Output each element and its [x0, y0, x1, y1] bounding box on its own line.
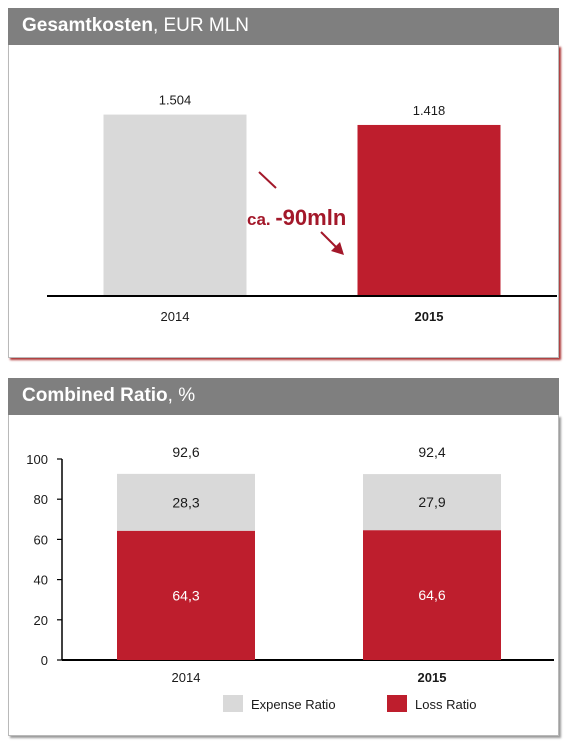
- legend-swatch: [387, 695, 407, 712]
- ratio-chart-area: 0 20 40 60 80 100 64,3 28,3 92,6 2014 64,6 27,9 92,…: [8, 415, 559, 736]
- ratio-bar-expense-2015: [363, 474, 501, 531]
- arrow-line-upper: [258, 171, 277, 189]
- cost-category-label: 2015: [415, 309, 444, 324]
- costs-panel-header: Gesamtkosten, EUR MLN: [8, 8, 559, 45]
- cost-bar-2015: [357, 124, 501, 296]
- costs-chart: 1.504 2014 1.418 2015 ca. -90mln: [47, 93, 557, 324]
- ratio-panel-header: Combined Ratio, %: [8, 378, 559, 415]
- ratio-y-tick-label: 0: [41, 653, 48, 668]
- cost-category-label: 2014: [161, 309, 190, 324]
- ratio-y-tick-label: 100: [26, 452, 48, 467]
- ratio-segment-label: 64,3: [172, 587, 199, 603]
- arrow-head: [331, 242, 344, 255]
- ratio-segment-label: 64,6: [418, 587, 445, 603]
- ratio-total-label: 92,4: [418, 444, 445, 460]
- costs-title-bold: Gesamtkosten: [22, 15, 153, 36]
- combined-ratio-panel: Combined Ratio, % 0 20 40 60 80 100 64,3 28,3 9…: [8, 378, 559, 736]
- cost-delta-annotation: ca. -90mln: [247, 205, 346, 230]
- ratio-segment-label: 27,9: [418, 494, 445, 510]
- costs-title-rest: , EUR MLN: [152, 15, 250, 36]
- costs-panel: Gesamtkosten, EUR MLN 1.504 2014 1.418 2015…: [8, 8, 559, 358]
- annotation-prefix: ca.: [247, 210, 275, 229]
- costs-chart-area: 1.504 2014 1.418 2015 ca. -90mln: [8, 45, 559, 358]
- ratio-category-label: 2014: [172, 670, 201, 685]
- ratio-y-tick-label: 60: [34, 532, 48, 547]
- ratio-y-tick-label: 20: [34, 613, 48, 628]
- cost-value-label: 1.504: [159, 93, 192, 108]
- ratio-title-rest: , %: [167, 385, 196, 406]
- ratio-total-label: 92,6: [172, 444, 199, 460]
- cost-value-label: 1.418: [413, 103, 446, 118]
- legend-label: Expense Ratio: [251, 697, 336, 712]
- ratio-y-tick-label: 80: [34, 492, 48, 507]
- legend-swatch: [223, 695, 243, 712]
- legend-label: Loss Ratio: [415, 697, 476, 712]
- ratio-bar-loss-2015: [363, 530, 501, 660]
- ratio-category-label: 2015: [418, 670, 447, 685]
- annotation-value: -90mln: [275, 205, 346, 230]
- ratio-title-bold: Combined Ratio: [22, 385, 168, 406]
- combined-ratio-chart: 0 20 40 60 80 100 64,3 28,3 92,6 2014 64,6 27,9 92,…: [26, 444, 554, 712]
- ratio-bar-loss-2014: [117, 530, 255, 660]
- ratio-y-tick-label: 40: [34, 573, 48, 588]
- ratio-segment-label: 28,3: [172, 494, 199, 510]
- cost-bar-2014: [103, 114, 247, 296]
- ratio-bar-expense-2014: [117, 473, 255, 531]
